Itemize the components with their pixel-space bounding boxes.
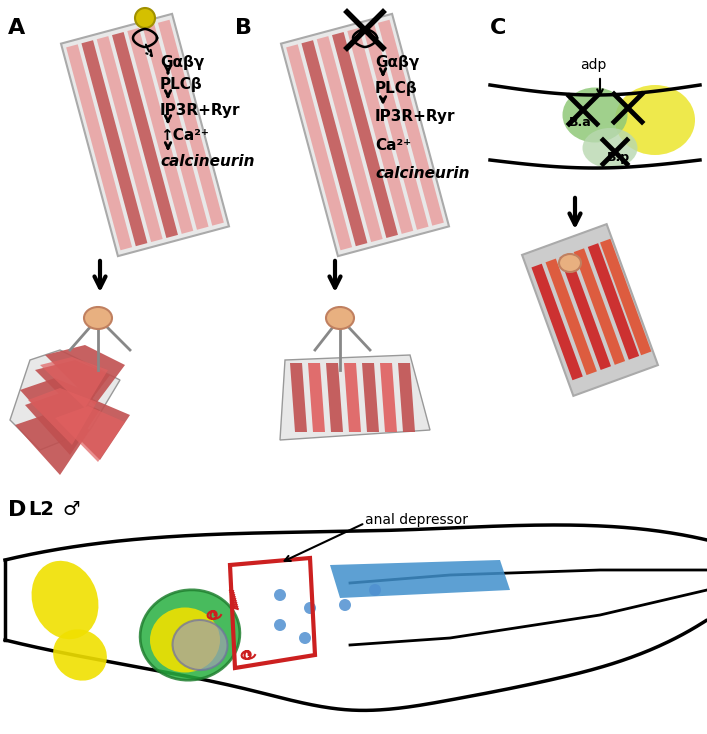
Text: IP3R+Ryr: IP3R+Ryr xyxy=(160,103,240,117)
Circle shape xyxy=(369,584,381,596)
Text: adp: adp xyxy=(580,58,607,72)
Polygon shape xyxy=(127,28,193,234)
Polygon shape xyxy=(286,44,352,250)
Text: Gαβγ: Gαβγ xyxy=(375,54,419,70)
Ellipse shape xyxy=(150,608,220,672)
Polygon shape xyxy=(546,258,597,375)
Text: anal depressor: anal depressor xyxy=(365,513,468,527)
Polygon shape xyxy=(20,378,95,440)
Polygon shape xyxy=(61,14,229,256)
Circle shape xyxy=(274,619,286,631)
Ellipse shape xyxy=(32,561,98,639)
Polygon shape xyxy=(573,248,625,365)
Polygon shape xyxy=(380,363,397,432)
Polygon shape xyxy=(66,44,132,250)
Polygon shape xyxy=(363,23,428,230)
Text: L2: L2 xyxy=(28,500,54,519)
Polygon shape xyxy=(560,253,611,370)
Polygon shape xyxy=(55,406,125,462)
Ellipse shape xyxy=(53,629,107,680)
Polygon shape xyxy=(317,36,382,242)
Polygon shape xyxy=(522,224,658,396)
Polygon shape xyxy=(112,32,178,238)
Circle shape xyxy=(304,602,316,614)
Polygon shape xyxy=(15,413,90,475)
Text: calcineurin: calcineurin xyxy=(160,154,255,170)
Polygon shape xyxy=(81,40,147,246)
Polygon shape xyxy=(45,345,125,405)
Polygon shape xyxy=(378,20,444,225)
Ellipse shape xyxy=(563,87,628,142)
Polygon shape xyxy=(532,264,583,380)
Ellipse shape xyxy=(140,590,240,680)
Polygon shape xyxy=(330,560,510,598)
Text: PLCβ: PLCβ xyxy=(375,81,418,95)
Text: IP3R+Ryr: IP3R+Ryr xyxy=(375,109,455,123)
Polygon shape xyxy=(25,393,100,455)
Polygon shape xyxy=(326,363,343,432)
Polygon shape xyxy=(347,28,414,234)
Polygon shape xyxy=(158,20,224,225)
Text: A: A xyxy=(8,18,25,38)
Polygon shape xyxy=(281,14,449,256)
Ellipse shape xyxy=(559,254,581,272)
Circle shape xyxy=(135,8,155,28)
Polygon shape xyxy=(280,355,430,440)
Ellipse shape xyxy=(84,307,112,329)
Polygon shape xyxy=(301,40,368,246)
Text: Ca²⁺: Ca²⁺ xyxy=(375,137,411,153)
Text: B.a: B.a xyxy=(568,115,591,128)
Polygon shape xyxy=(600,239,651,355)
Ellipse shape xyxy=(583,128,638,168)
Polygon shape xyxy=(332,32,398,238)
Ellipse shape xyxy=(173,620,228,670)
Text: D: D xyxy=(8,500,26,520)
Text: B: B xyxy=(235,18,252,38)
Ellipse shape xyxy=(615,85,695,155)
Polygon shape xyxy=(35,360,110,415)
Polygon shape xyxy=(398,363,415,432)
Polygon shape xyxy=(10,350,120,450)
Polygon shape xyxy=(308,363,325,432)
Polygon shape xyxy=(143,23,209,230)
Text: ♂: ♂ xyxy=(62,500,79,519)
Text: PLCβ: PLCβ xyxy=(160,78,203,92)
Circle shape xyxy=(339,599,351,611)
Polygon shape xyxy=(362,363,379,432)
Polygon shape xyxy=(28,388,97,445)
Text: B.p: B.p xyxy=(607,151,629,164)
Polygon shape xyxy=(290,363,307,432)
Polygon shape xyxy=(344,363,361,432)
Polygon shape xyxy=(97,36,163,242)
Text: calcineurin: calcineurin xyxy=(375,165,469,181)
Circle shape xyxy=(299,632,311,644)
Polygon shape xyxy=(50,398,130,460)
Text: C: C xyxy=(490,18,506,38)
Text: ↑Ca²⁺: ↑Ca²⁺ xyxy=(160,128,209,142)
Ellipse shape xyxy=(326,307,354,329)
Circle shape xyxy=(274,589,286,601)
Polygon shape xyxy=(40,357,108,408)
Text: Gαβγ: Gαβγ xyxy=(160,54,204,70)
Polygon shape xyxy=(588,243,639,360)
